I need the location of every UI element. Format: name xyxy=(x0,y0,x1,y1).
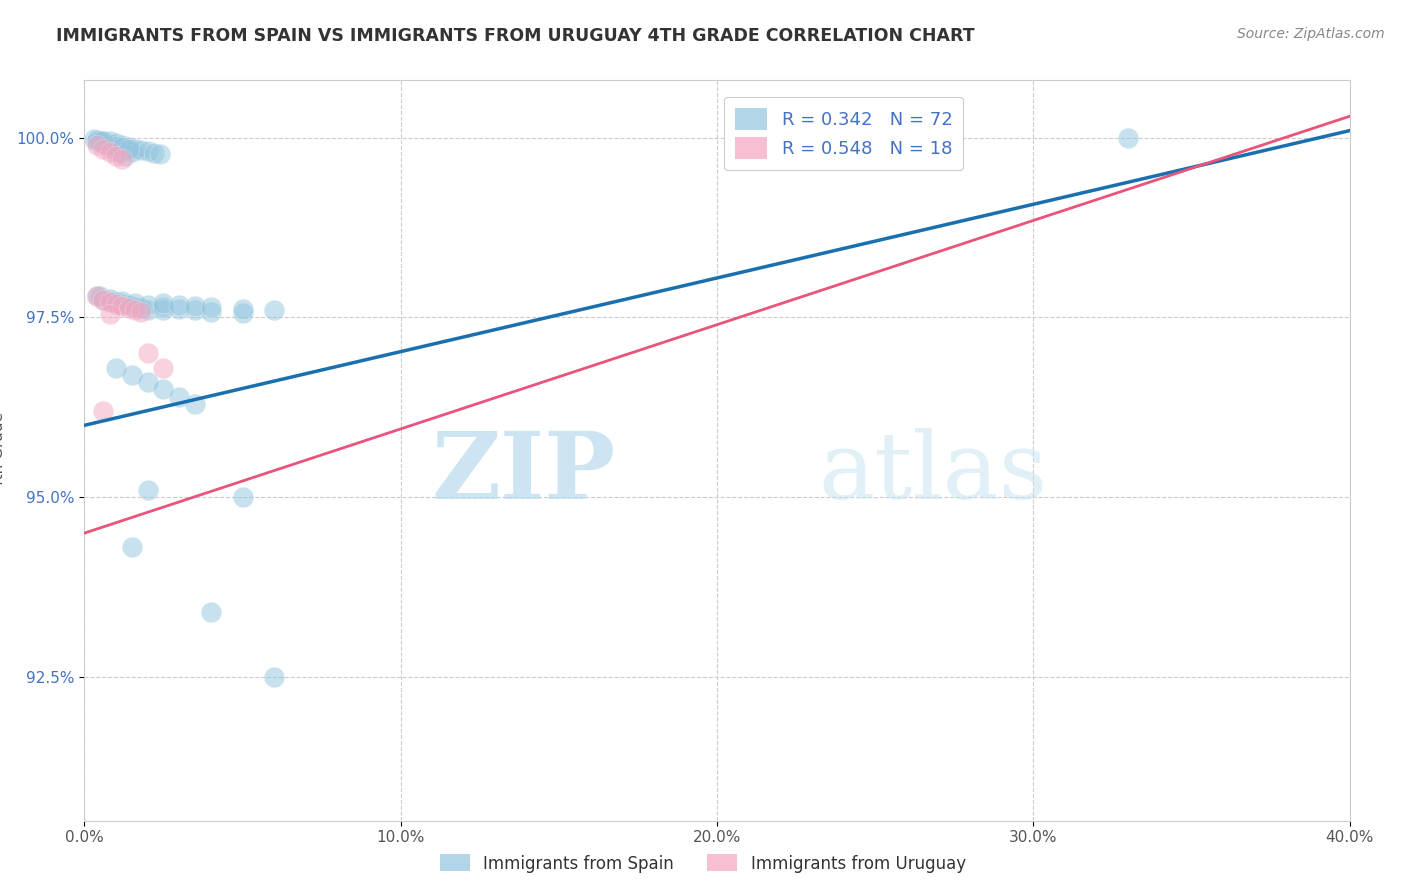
Point xyxy=(93,142,115,156)
Point xyxy=(93,136,115,150)
Point xyxy=(86,134,108,148)
Point xyxy=(152,383,174,397)
Point xyxy=(98,134,121,148)
Point xyxy=(152,303,174,318)
Point xyxy=(98,294,121,309)
Point xyxy=(111,140,134,154)
Point xyxy=(121,368,143,382)
Point xyxy=(105,149,127,163)
Point xyxy=(93,293,115,307)
Point xyxy=(184,303,207,318)
Point xyxy=(124,142,146,156)
Point xyxy=(118,142,141,156)
Point xyxy=(111,153,134,167)
Point xyxy=(111,293,134,308)
Point xyxy=(93,293,115,307)
Point xyxy=(152,296,174,310)
Point xyxy=(184,299,207,313)
Point xyxy=(89,289,111,303)
Point xyxy=(129,304,153,318)
Point xyxy=(111,297,134,311)
Text: ZIP: ZIP xyxy=(432,427,616,517)
Point xyxy=(111,145,134,160)
Point xyxy=(86,133,108,147)
Text: IMMIGRANTS FROM SPAIN VS IMMIGRANTS FROM URUGUAY 4TH GRADE CORRELATION CHART: IMMIGRANTS FROM SPAIN VS IMMIGRANTS FROM… xyxy=(56,27,974,45)
Point xyxy=(105,360,127,375)
Point xyxy=(86,289,108,303)
Point xyxy=(121,145,143,160)
Point xyxy=(86,138,108,153)
Point xyxy=(1118,130,1140,145)
Legend: R = 0.342   N = 72, R = 0.548   N = 18: R = 0.342 N = 72, R = 0.548 N = 18 xyxy=(724,96,963,169)
Point xyxy=(118,298,141,312)
Point xyxy=(96,138,118,153)
Point xyxy=(93,134,115,148)
Point xyxy=(111,138,134,153)
Point xyxy=(129,301,153,315)
Point xyxy=(105,138,127,153)
Point xyxy=(152,301,174,315)
Point xyxy=(89,134,111,148)
Legend: Immigrants from Spain, Immigrants from Uruguay: Immigrants from Spain, Immigrants from U… xyxy=(433,847,973,880)
Point xyxy=(136,375,159,389)
Point xyxy=(111,299,134,313)
Point xyxy=(136,302,159,317)
Point xyxy=(105,136,127,150)
Point xyxy=(121,541,143,555)
Point xyxy=(136,298,159,312)
Point xyxy=(93,134,115,148)
Point xyxy=(169,297,191,311)
Point xyxy=(98,137,121,152)
Point xyxy=(101,142,124,156)
Text: atlas: atlas xyxy=(818,427,1047,517)
Point xyxy=(114,149,136,163)
Point xyxy=(143,145,166,160)
Point xyxy=(98,293,121,308)
Point xyxy=(231,301,254,316)
Point xyxy=(118,140,141,154)
Point xyxy=(108,145,131,160)
Point xyxy=(101,139,124,153)
Point xyxy=(118,301,141,315)
Text: Source: ZipAtlas.com: Source: ZipAtlas.com xyxy=(1237,27,1385,41)
Point xyxy=(98,138,121,153)
Point xyxy=(200,605,222,619)
Point xyxy=(263,670,285,684)
Point xyxy=(231,490,254,504)
Point xyxy=(129,143,153,157)
Point xyxy=(124,300,146,314)
Point xyxy=(263,303,285,318)
Point xyxy=(114,143,136,157)
Point xyxy=(231,306,254,320)
Point xyxy=(136,346,159,360)
Point xyxy=(98,145,121,160)
Point xyxy=(93,404,115,418)
Point xyxy=(184,397,207,411)
Point xyxy=(89,134,111,148)
Point xyxy=(200,301,222,315)
Point xyxy=(105,297,127,311)
Point xyxy=(136,145,159,159)
Point xyxy=(169,390,191,404)
Point xyxy=(108,142,131,156)
Point xyxy=(169,301,191,316)
Point xyxy=(124,303,146,318)
Y-axis label: 4th Grade: 4th Grade xyxy=(0,412,6,489)
Point xyxy=(89,134,111,148)
Point xyxy=(86,289,108,303)
Point xyxy=(98,307,121,321)
Point xyxy=(105,142,127,156)
Point xyxy=(105,295,127,310)
Point xyxy=(152,360,174,375)
Point xyxy=(96,138,118,153)
Point xyxy=(124,296,146,310)
Point xyxy=(98,292,121,306)
Point xyxy=(149,147,172,161)
Point xyxy=(200,304,222,318)
Point xyxy=(136,483,159,497)
Point xyxy=(83,132,105,146)
